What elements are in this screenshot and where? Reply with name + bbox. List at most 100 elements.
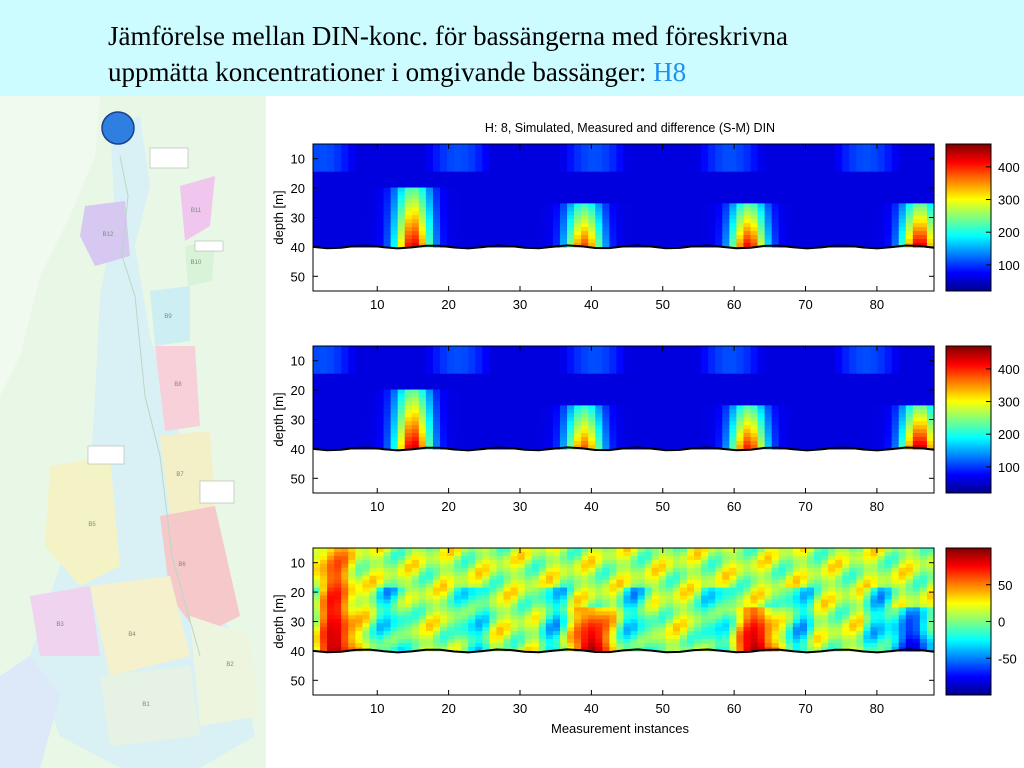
heatmap-cell: [609, 361, 618, 367]
heatmap-cell: [919, 235, 928, 240]
heatmap-cell: [482, 377, 491, 383]
heatmap-cell: [736, 231, 745, 236]
heatmap-cell: [320, 433, 328, 438]
heatmap-cell: [383, 551, 392, 557]
heatmap-cell: [404, 401, 413, 406]
heatmap-cell: [531, 381, 540, 387]
heatmap-cell: [623, 167, 632, 173]
heatmap-cell: [475, 357, 483, 363]
heatmap-cell: [552, 440, 561, 446]
heatmap-cell: [376, 242, 385, 248]
heatmap-cell: [369, 191, 378, 197]
heatmap-cell: [320, 425, 328, 430]
heatmap-cell: [799, 373, 808, 379]
heatmap-cell: [785, 183, 794, 189]
heatmap-cell: [425, 369, 434, 375]
heatmap-cell: [418, 369, 427, 375]
heatmap-cell: [341, 631, 349, 636]
heatmap-cell: [764, 183, 773, 189]
heatmap-cell: [729, 215, 738, 220]
heatmap-cell: [729, 425, 738, 430]
heatmap-cell: [411, 405, 420, 410]
heatmap-cell: [334, 385, 342, 391]
heatmap-cell: [891, 219, 900, 224]
heatmap-cell: [588, 242, 596, 248]
heatmap-cell: [496, 223, 505, 228]
heatmap-cell: [517, 440, 526, 446]
heatmap-cell: [912, 421, 921, 426]
slide-title: Jämförelse mellan DIN-konc. för bassänge…: [108, 18, 1008, 90]
heatmap-cell: [799, 195, 808, 201]
heatmap-cell: [397, 444, 406, 450]
heatmap-cell: [461, 159, 469, 165]
heatmap-cell: [475, 187, 483, 193]
heatmap-cell: [341, 627, 349, 632]
heatmap-cell: [348, 357, 356, 363]
heatmap-cell: [926, 421, 935, 426]
heatmap-cell: [799, 361, 808, 367]
heatmap-cell: [877, 211, 886, 216]
heatmap-cell: [418, 235, 427, 240]
heatmap-cell: [425, 421, 434, 426]
heatmap-cell: [559, 144, 568, 149]
heatmap-cell: [722, 393, 730, 399]
heatmap-cell: [849, 377, 857, 383]
heatmap-cell: [313, 615, 321, 620]
heatmap-cell: [912, 401, 921, 406]
heatmap-cell: [355, 635, 363, 640]
heatmap-cell: [616, 425, 625, 430]
heatmap-cell: [736, 373, 745, 379]
heatmap-cell: [644, 144, 653, 149]
heatmap-cell: [842, 393, 850, 399]
heatmap-cell: [623, 175, 632, 181]
heatmap-cell: [602, 171, 610, 177]
heatmap-cell: [835, 159, 843, 165]
heatmap-cell: [567, 440, 575, 446]
heatmap-cell: [595, 349, 603, 355]
heatmap-cell: [348, 567, 356, 573]
heatmap-cell: [334, 242, 342, 248]
heatmap-cell: [799, 199, 808, 204]
heatmap-cell: [334, 619, 342, 624]
heatmap-cell: [503, 175, 512, 181]
heatmap-cell: [404, 144, 413, 149]
heatmap-cell: [842, 147, 850, 153]
heatmap-cell: [595, 179, 603, 185]
heatmap-cell: [468, 346, 476, 351]
heatmap-cell: [588, 155, 596, 161]
heatmap-cell: [757, 144, 766, 149]
heatmap-cell: [334, 421, 342, 426]
heatmap-cell: [715, 187, 723, 193]
heatmap-cell: [658, 385, 667, 391]
heatmap-cell: [418, 381, 427, 387]
heatmap-cell: [531, 357, 540, 363]
heatmap-cell: [665, 211, 674, 216]
heatmap-cell: [440, 413, 448, 418]
heatmap-cell: [806, 421, 815, 426]
heatmap-cell: [510, 393, 519, 399]
heatmap-cell: [821, 159, 829, 165]
heatmap-cell: [595, 147, 603, 153]
heatmap-cell: [454, 159, 462, 165]
heatmap-cell: [432, 393, 441, 399]
heatmap-cell: [870, 437, 879, 442]
heatmap-cell: [376, 595, 385, 601]
heatmap-cell: [665, 147, 674, 153]
heatmap-cell: [432, 223, 441, 228]
colorbar-tick-label: 400: [998, 160, 1020, 175]
heatmap-cell: [390, 235, 399, 240]
heatmap-cell: [397, 393, 406, 399]
heatmap-cell: [447, 155, 455, 161]
heatmap-cell: [701, 405, 709, 410]
heatmap-cell: [708, 231, 716, 236]
heatmap-cell: [898, 361, 907, 367]
heatmap-cell: [418, 238, 427, 244]
heatmap-cell: [609, 385, 618, 391]
heatmap-cell: [369, 151, 378, 157]
heatmap-cell: [715, 346, 723, 351]
heatmap-cell: [341, 405, 349, 410]
heatmap-cell: [574, 393, 582, 399]
heatmap-cell: [778, 365, 787, 371]
heatmap-cell: [454, 203, 462, 208]
heatmap-cell: [743, 409, 752, 414]
